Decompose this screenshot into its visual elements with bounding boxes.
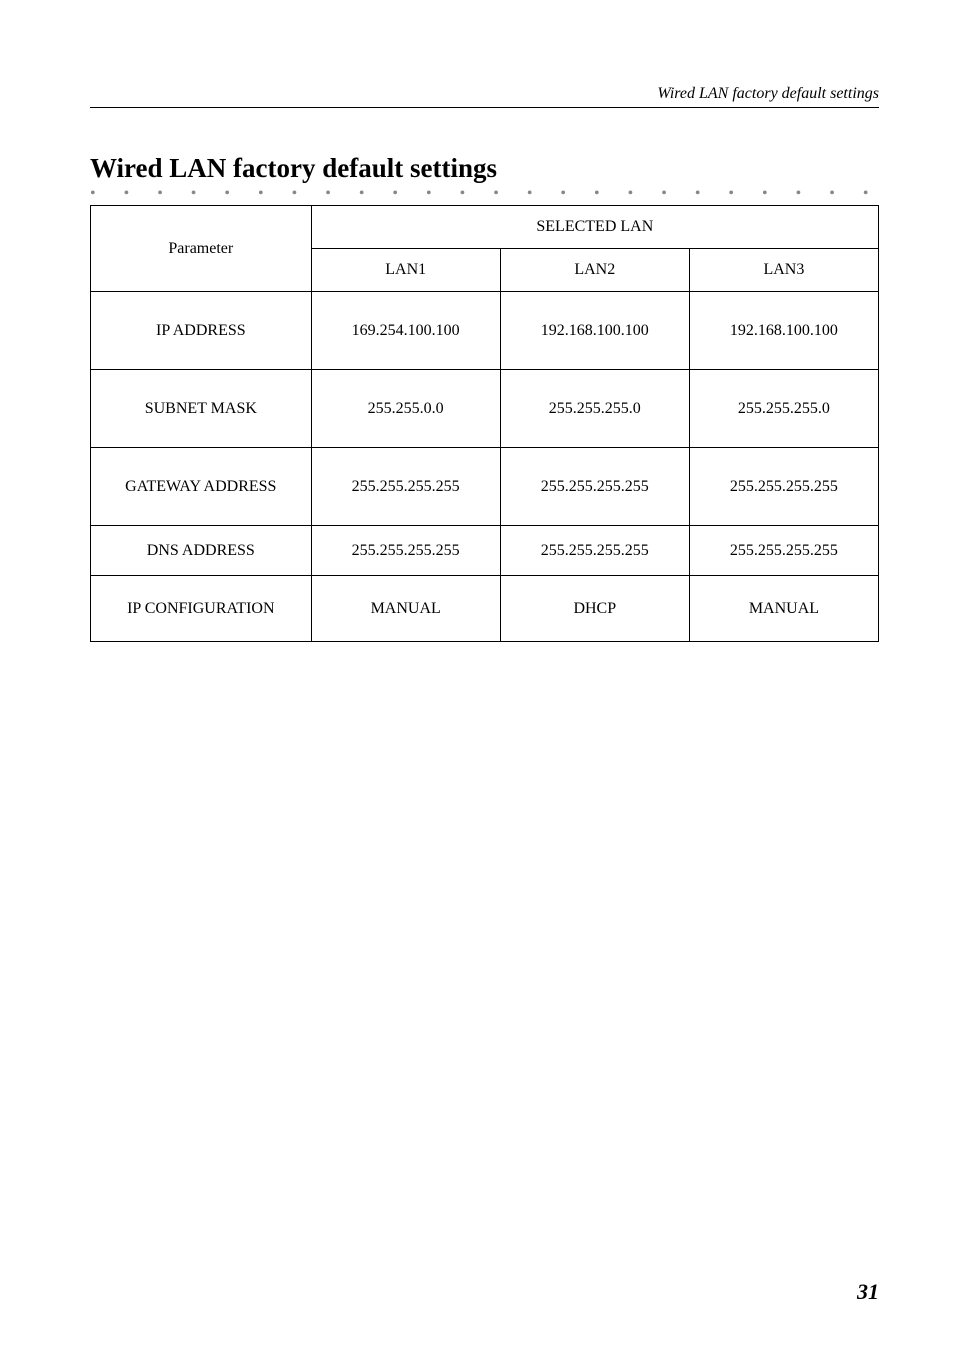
header-lan2: LAN2 [500,249,689,292]
cell-gateway-address-lan2: 255.255.255.255 [500,448,689,526]
defaults-table: Parameter SELECTED LAN LAN1 LAN2 LAN3 IP… [90,205,879,642]
header-selected-lan: SELECTED LAN [311,206,878,249]
running-header: Wired LAN factory default settings [90,85,879,108]
header-lan3: LAN3 [689,249,878,292]
table-row: SUBNET MASK 255.255.0.0 255.255.255.0 25… [91,370,879,448]
row-label-gateway-address: GATEWAY ADDRESS [91,448,312,526]
page-container: Wired LAN factory default settings Wired… [0,0,954,1350]
cell-dns-address-lan3: 255.255.255.255 [689,526,878,576]
header-parameter: Parameter [91,206,312,292]
header-lan1: LAN1 [311,249,500,292]
cell-ip-configuration-lan3: MANUAL [689,576,878,642]
cell-gateway-address-lan3: 255.255.255.255 [689,448,878,526]
cell-subnet-mask-lan1: 255.255.0.0 [311,370,500,448]
section-title: Wired LAN factory default settings [90,153,879,184]
table-row: IP ADDRESS 169.254.100.100 192.168.100.1… [91,292,879,370]
running-header-text: Wired LAN factory default settings [657,85,879,102]
cell-ip-address-lan3: 192.168.100.100 [689,292,878,370]
dotted-rule: • • • • • • • • • • • • • • • • • • • • … [90,185,879,203]
table-row: GATEWAY ADDRESS 255.255.255.255 255.255.… [91,448,879,526]
table-header-row-1: Parameter SELECTED LAN [91,206,879,249]
cell-dns-address-lan2: 255.255.255.255 [500,526,689,576]
page-number: 31 [857,1279,879,1305]
row-label-subnet-mask: SUBNET MASK [91,370,312,448]
cell-ip-configuration-lan2: DHCP [500,576,689,642]
cell-subnet-mask-lan3: 255.255.255.0 [689,370,878,448]
row-label-dns-address: DNS ADDRESS [91,526,312,576]
row-label-ip-address: IP ADDRESS [91,292,312,370]
cell-ip-address-lan2: 192.168.100.100 [500,292,689,370]
row-label-ip-configuration: IP CONFIGURATION [91,576,312,642]
table-row: IP CONFIGURATION MANUAL DHCP MANUAL [91,576,879,642]
cell-ip-address-lan1: 169.254.100.100 [311,292,500,370]
cell-gateway-address-lan1: 255.255.255.255 [311,448,500,526]
cell-dns-address-lan1: 255.255.255.255 [311,526,500,576]
table-row: DNS ADDRESS 255.255.255.255 255.255.255.… [91,526,879,576]
cell-subnet-mask-lan2: 255.255.255.0 [500,370,689,448]
cell-ip-configuration-lan1: MANUAL [311,576,500,642]
